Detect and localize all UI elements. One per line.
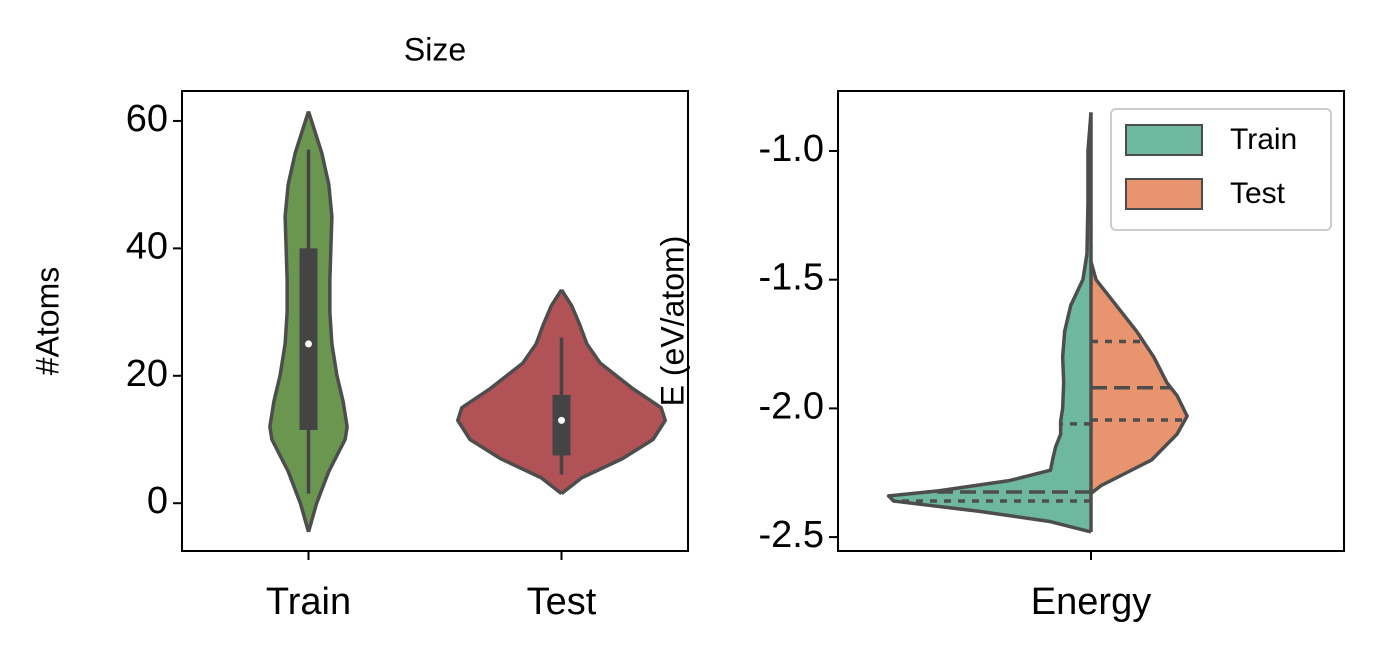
legend-swatch [1125,124,1203,156]
x-tick-label: Test [527,581,597,623]
violin-fill [269,111,309,532]
violin-fill [888,112,1091,532]
box [299,248,318,430]
y-tick-label: -1.0 [759,128,824,170]
y-tick-label: 40 [126,225,168,267]
violin-outline [886,112,1093,534]
x-tick-label: Train [266,581,351,623]
violin-outline [456,288,563,496]
violin-outline [560,288,667,496]
y-tick-label: -1.5 [759,257,824,299]
axes-frame [181,90,689,552]
median [305,340,312,348]
legend-swatch [1125,178,1203,210]
violin-fill [1091,261,1188,494]
legend-label: Train [1230,123,1297,156]
violin-outline [306,110,349,533]
violin-fill [561,289,666,494]
median [558,416,565,424]
y-tick-label: -2.0 [759,385,824,427]
legend-label: Test [1230,177,1286,210]
x-tick-label: Energy [1031,581,1151,623]
y-axis-label: #Atoms [29,267,65,375]
violin-outline [268,110,311,533]
y-tick-label: 0 [147,480,168,522]
y-tick-label: 20 [126,353,168,395]
chart-title: Size [404,31,466,67]
box [552,394,571,456]
axes-frame [837,90,1345,552]
violin-fill [457,289,562,494]
violin-fill [308,111,348,532]
violin-outline [1089,261,1189,495]
y-tick-label: -2.5 [759,514,824,556]
y-axis-label: E (eV/atom) [654,236,690,407]
y-tick-label: 60 [126,98,168,140]
